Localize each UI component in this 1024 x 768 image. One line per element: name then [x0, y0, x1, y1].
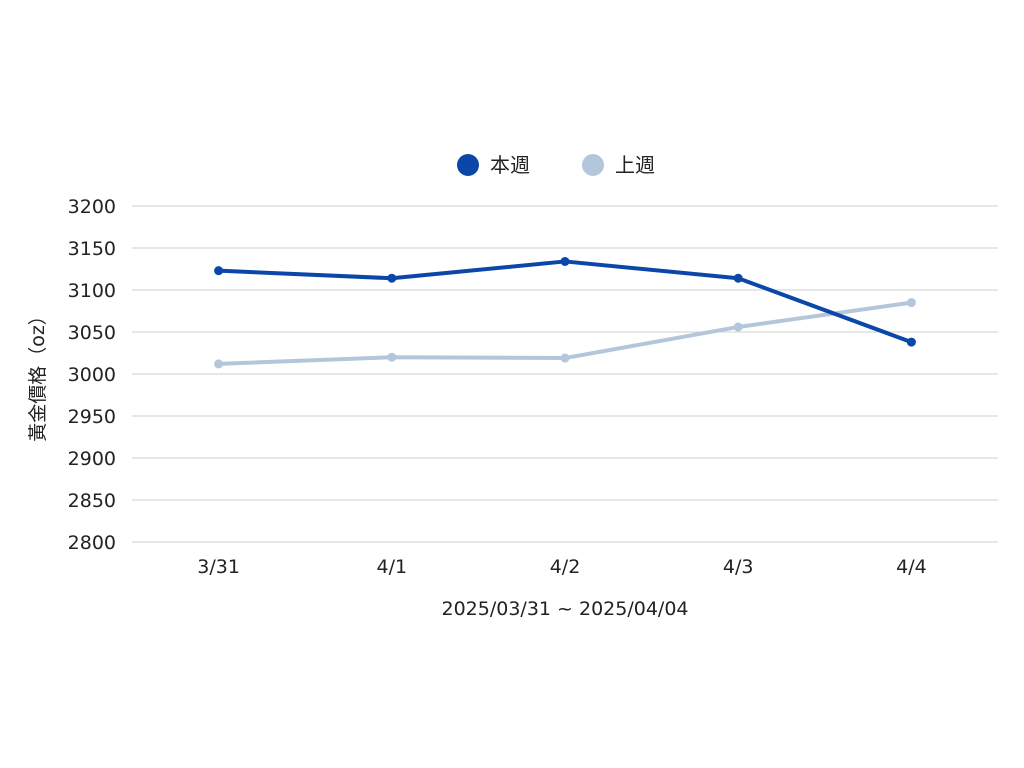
x-tick-label: 3/31: [197, 556, 240, 578]
data-point-this-week: [560, 256, 570, 266]
x-tick-label: 4/1: [377, 556, 408, 578]
y-axis-ticks: 2800 2850 2900 2950 3000 3050 3100 3150 3200: [68, 196, 116, 554]
y-tick-label: 2800: [68, 532, 116, 554]
y-tick-label: 2900: [68, 448, 116, 470]
y-tick-label: 3000: [68, 364, 116, 386]
legend-marker-this-week[interactable]: [457, 154, 479, 176]
y-tick-label: 3150: [68, 238, 116, 260]
grid-lines: [132, 205, 998, 543]
legend: 本週 上週: [457, 153, 655, 177]
legend-marker-last-week[interactable]: [582, 154, 604, 176]
data-point-last-week: [733, 322, 743, 332]
y-axis-title: 黃金價格（oz）: [27, 306, 49, 442]
data-point-last-week: [387, 352, 397, 362]
x-tick-label: 4/2: [550, 556, 581, 578]
y-tick-label: 2850: [68, 490, 116, 512]
series-line-this-week: [216, 259, 914, 345]
x-tick-label: 4/4: [896, 556, 927, 578]
legend-label-last-week[interactable]: 上週: [615, 153, 655, 177]
y-tick-label: 3100: [68, 280, 116, 302]
y-tick-label: 3050: [68, 322, 116, 344]
data-point-last-week: [560, 353, 570, 363]
y-tick-label: 3200: [68, 196, 116, 218]
x-axis-title: 2025/03/31 ~ 2025/04/04: [441, 598, 688, 620]
series-lines: [214, 256, 916, 369]
y-tick-label: 2950: [68, 406, 116, 428]
data-point-this-week: [387, 273, 397, 283]
x-tick-label: 4/3: [723, 556, 754, 578]
data-point-last-week: [906, 298, 916, 308]
x-axis-ticks: 3/31 4/1 4/2 4/3 4/4: [197, 556, 926, 578]
data-point-this-week: [214, 266, 224, 276]
data-point-this-week: [906, 337, 916, 347]
data-point-last-week: [214, 359, 224, 369]
legend-label-this-week[interactable]: 本週: [490, 153, 530, 177]
data-point-this-week: [733, 273, 743, 283]
